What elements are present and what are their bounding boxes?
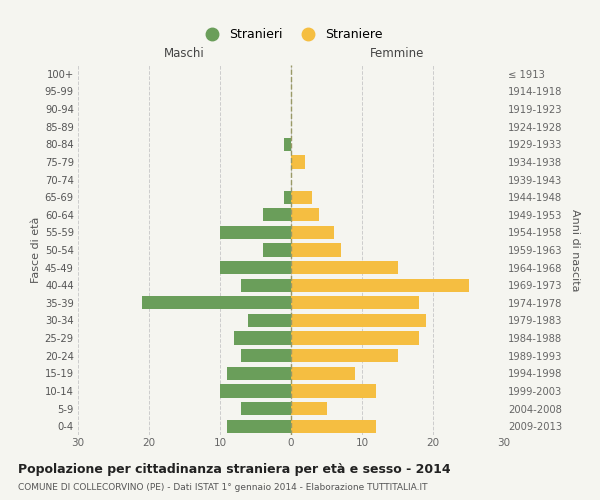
Bar (227, 420, 291, 433)
Y-axis label: Fasce di età: Fasce di età (31, 217, 41, 283)
Bar (291, 332, 419, 344)
Bar (291, 156, 305, 168)
Bar (291, 261, 398, 274)
Bar (220, 226, 291, 239)
Bar (291, 190, 313, 204)
Bar (234, 332, 291, 344)
Y-axis label: Anni di nascita: Anni di nascita (569, 209, 580, 291)
Bar (291, 278, 469, 292)
Legend: Stranieri, Straniere: Stranieri, Straniere (194, 23, 388, 46)
Text: Popolazione per cittadinanza straniera per età e sesso - 2014: Popolazione per cittadinanza straniera p… (18, 462, 451, 475)
Bar (284, 138, 291, 151)
Bar (291, 244, 341, 256)
Bar (220, 261, 291, 274)
Bar (291, 349, 398, 362)
Bar (241, 278, 291, 292)
Bar (263, 244, 291, 256)
Bar (241, 349, 291, 362)
Bar (241, 402, 291, 415)
Bar (291, 226, 334, 239)
Bar (284, 190, 291, 204)
Text: COMUNE DI COLLECORVINO (PE) - Dati ISTAT 1° gennaio 2014 - Elaborazione TUTTITAL: COMUNE DI COLLECORVINO (PE) - Dati ISTAT… (18, 484, 427, 492)
Bar (291, 366, 355, 380)
Bar (227, 366, 291, 380)
Bar (291, 314, 426, 327)
Bar (142, 296, 291, 310)
Bar (220, 384, 291, 398)
Bar (263, 208, 291, 222)
Bar (248, 314, 291, 327)
Bar (291, 384, 376, 398)
Bar (291, 402, 326, 415)
Bar (291, 420, 376, 433)
Text: Maschi: Maschi (164, 46, 205, 60)
Bar (291, 208, 319, 222)
Bar (291, 296, 419, 310)
Text: Femmine: Femmine (370, 46, 425, 60)
